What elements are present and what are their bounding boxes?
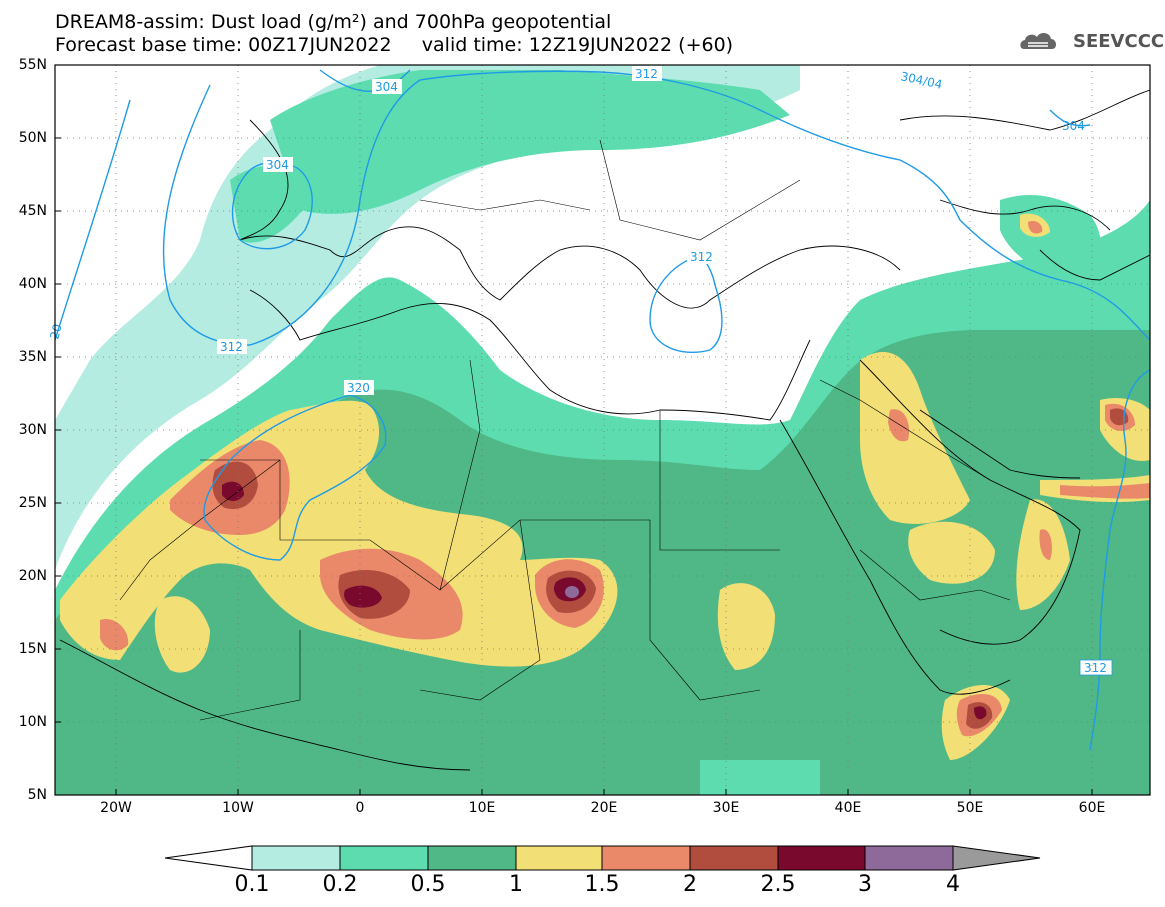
colorbar-bin: [251, 845, 341, 871]
lat-label: 45N: [18, 203, 47, 219]
colorbar-label: 3: [858, 872, 872, 897]
contour-label: 304: [1062, 119, 1085, 133]
cloud-icon: [1020, 33, 1057, 49]
lat-label: 5N: [27, 787, 47, 803]
lat-label: 10N: [18, 714, 47, 730]
lon-label: 20E: [590, 800, 618, 816]
colorbar-over-arrow: [952, 845, 1041, 871]
colorbar-label: 2.5: [760, 872, 796, 897]
colorbar-bin: [864, 845, 954, 871]
geopotential-contours: [55, 69, 1150, 751]
colorbar-bin: [777, 845, 866, 871]
lon-label: 40E: [834, 800, 862, 816]
colorbar-label: 4: [946, 872, 960, 897]
contour-label: 312: [635, 67, 658, 81]
lon-label: 0: [355, 800, 365, 816]
axis-ticks: [55, 64, 1093, 796]
lat-label: 15N: [18, 641, 47, 657]
lat-label: 50N: [18, 130, 47, 146]
contour-labels: 304 312 304/04 304 304 312 312 320 312 2…: [47, 66, 1113, 676]
colorbar-bin: [689, 845, 779, 871]
lat-label: 25N: [18, 495, 47, 511]
lat-label: 55N: [18, 57, 47, 73]
chart-subtitle: Forecast base time: 00Z17JUN2022 valid t…: [55, 34, 734, 56]
contour-label: 304: [375, 80, 398, 94]
lon-label: 60E: [1078, 800, 1106, 816]
logo-text: SEEVCCC: [1073, 31, 1165, 52]
colorbar-label: 0.1: [234, 872, 270, 897]
colorbar: [164, 845, 1041, 871]
contour-label: 312: [220, 340, 243, 354]
colorbar-bin: [427, 845, 517, 871]
colorbar-label: 2: [683, 872, 697, 897]
lon-label: 10W: [222, 800, 254, 816]
colorbar-label: 1.5: [584, 872, 620, 897]
contour-label: 304: [266, 158, 289, 172]
contour-label: 312: [1084, 661, 1107, 675]
lat-label: 35N: [18, 349, 47, 365]
colorbar-label: 0.5: [410, 872, 446, 897]
gridlines: [55, 65, 1150, 795]
country-borders: [119, 139, 1011, 721]
colorbar-under-arrow: [164, 845, 253, 871]
lon-label: 50E: [956, 800, 984, 816]
lon-label: 30E: [712, 800, 740, 816]
chart-title: DREAM8-assim: Dust load (g/m²) and 700hP…: [55, 11, 612, 33]
lon-label: 20W: [100, 800, 132, 816]
contour-label: 20: [47, 322, 64, 340]
lat-label: 40N: [18, 276, 47, 292]
lat-label: 20N: [18, 568, 47, 584]
colorbar-bin: [601, 845, 691, 871]
coastlines: [59, 89, 1150, 771]
lon-label: 10E: [468, 800, 496, 816]
contour-label: 320: [347, 381, 370, 395]
dust-field: [55, 65, 1150, 795]
colorbar-bin: [339, 845, 429, 871]
lat-label: 30N: [18, 422, 47, 438]
colorbar-bin: [515, 845, 603, 871]
contour-label: 312: [690, 250, 713, 264]
colorbar-label: 1: [509, 872, 523, 897]
colorbar-label: 0.2: [322, 872, 358, 897]
